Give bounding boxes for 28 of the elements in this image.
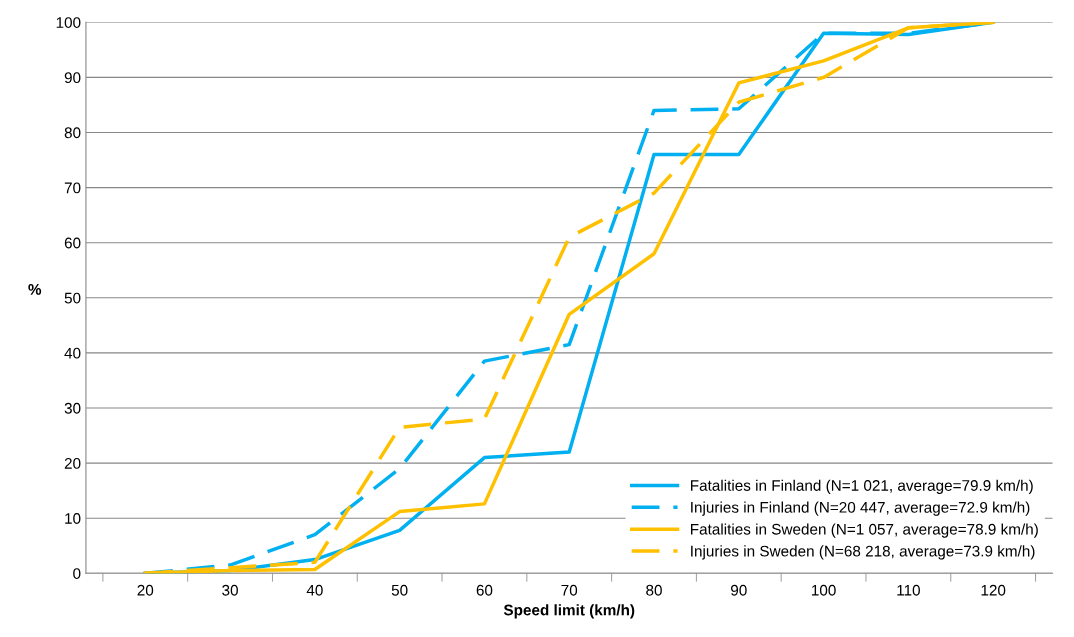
y-tick-label: 70: [64, 182, 81, 194]
y-tick-label: 100: [56, 17, 81, 28]
y-tick-label: 40: [64, 347, 81, 359]
y-tick-label: 50: [64, 292, 81, 304]
x-tick-label: 80: [646, 584, 662, 596]
x-tick-label: 40: [306, 584, 323, 596]
y-tick-label: 10: [65, 513, 81, 524]
y-tick-label: 80: [64, 127, 81, 139]
x-tick-label: 90: [731, 584, 747, 596]
y-tick-label: 30: [64, 402, 81, 414]
legend-label: Injuries in Sweden (N=68 218, average=73.9 km/h): [691, 545, 1035, 560]
legend-label: Fatalities in Sweden (N=1 057, average=78.9 km/h): [691, 523, 1038, 538]
y-tick-label: 20: [64, 457, 81, 469]
y-tick-label: 60: [64, 237, 81, 249]
x-tick-label: 60: [476, 584, 493, 596]
x-tick-label: 70: [561, 584, 578, 596]
x-tick-label: 110: [897, 584, 920, 596]
x-tick-label: 20: [137, 584, 154, 596]
legend-label: Fatalities in Finland (N=1 021, average=79.9 km/h): [691, 479, 1033, 494]
y-tick-label: 90: [64, 72, 81, 84]
y-tick-label: 0: [73, 568, 81, 579]
legend-label: Injuries in Finland (N=20 447, average=72.9 km/h): [691, 501, 1030, 516]
y-axis-title: %: [28, 284, 42, 295]
x-axis-title: Speed limit (km/h): [503, 604, 635, 619]
x-tick-label: 50: [391, 584, 408, 596]
x-tick-label: 30: [222, 584, 238, 596]
x-tick-label: 100: [812, 584, 836, 596]
x-tick-label: 120: [981, 584, 1006, 596]
